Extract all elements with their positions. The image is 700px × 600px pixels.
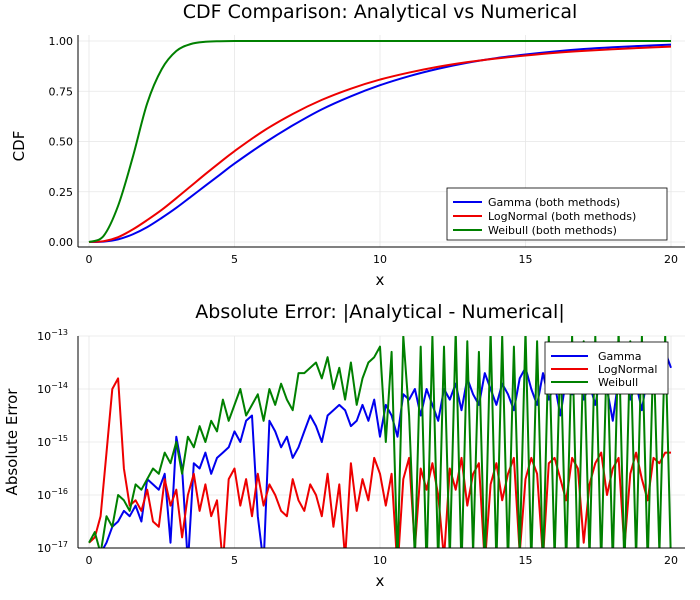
panel1-y-tick-label: 1.00 bbox=[49, 35, 74, 48]
panel1-title: CDF Comparison: Analytical vs Numerical bbox=[183, 1, 578, 23]
panel1-y-tick-label: 0.00 bbox=[49, 236, 74, 249]
panel2-y-tick-label: 10−14 bbox=[37, 381, 68, 396]
panel1-gamma-line bbox=[88, 43, 672, 243]
panel2-y-tick-label: 10−13 bbox=[37, 328, 68, 343]
panel2-x-tick-label: 20 bbox=[664, 554, 678, 567]
panel1-x-tick-label: 15 bbox=[519, 253, 533, 266]
panel1-x-tick-label: 5 bbox=[231, 253, 238, 266]
panel1-y-label: CDF bbox=[10, 131, 28, 162]
panel1-weibull-line bbox=[88, 39, 671, 243]
panel1-series-lines bbox=[88, 39, 672, 243]
panel1-x-tick-label: 10 bbox=[373, 253, 387, 266]
panel1-y-tick-label: 0.75 bbox=[49, 85, 74, 98]
panel1-x-tick-label: 20 bbox=[664, 253, 678, 266]
panel1-lognormal-line bbox=[88, 45, 672, 243]
panel2-x-tick-label: 15 bbox=[519, 554, 533, 567]
panel2-x-tick-label: 10 bbox=[373, 554, 387, 567]
panel2-lognormal-line bbox=[88, 377, 671, 548]
panel2-y-tick-label: 10−17 bbox=[37, 540, 68, 555]
panel2-weibull-line bbox=[88, 336, 672, 548]
panel2-legend-gamma-label: Gamma bbox=[598, 350, 641, 363]
panel1-legend-box bbox=[446, 187, 668, 241]
panel2-x-tick-label: 5 bbox=[231, 554, 238, 567]
panel2-title: Absolute Error: |Analytical - Numerical| bbox=[195, 301, 564, 323]
panel2-x-label: x bbox=[376, 572, 385, 590]
panel2-y-tick-label: 10−15 bbox=[37, 434, 68, 449]
panel1-legend-gamma-label: Gamma (both methods) bbox=[488, 196, 620, 209]
panel1-y-tick-label: 0.25 bbox=[49, 186, 74, 199]
panel2-y-tick-label: 10−16 bbox=[37, 487, 68, 502]
panel2-y-label: Absolute Error bbox=[3, 388, 21, 496]
panel2-tick-labels: 0 5 10 15 20 10−17 10−16 10−15 10−14 10−13 bbox=[37, 328, 678, 567]
panel1-x-label: x bbox=[376, 271, 385, 289]
panel1-grid bbox=[78, 35, 685, 247]
panel2-x-tick-label: 0 bbox=[86, 554, 93, 567]
panel1-legend: Gamma (both methods)LogNormal (both meth… bbox=[446, 187, 668, 241]
panel1-x-tick-label: 0 bbox=[86, 253, 93, 266]
panel2-legend-weibull-label: Weibull bbox=[598, 376, 638, 389]
panel1-legend-lognormal-label: LogNormal (both methods) bbox=[488, 210, 636, 223]
absolute-error-panel: Absolute Error: |Analytical - Numerical|… bbox=[3, 301, 685, 590]
panel2-legend-lognormal-label: LogNormal bbox=[598, 363, 657, 376]
panel1-tick-labels: 0 5 10 15 20 0.00 0.25 0.50 0.75 1.00 bbox=[49, 35, 679, 266]
panel1-legend-weibull-label: Weibull (both methods) bbox=[488, 224, 617, 237]
cdf-comparison-panel: CDF Comparison: Analytical vs Numerical … bbox=[10, 1, 685, 289]
panel1-y-tick-label: 0.50 bbox=[49, 136, 74, 149]
